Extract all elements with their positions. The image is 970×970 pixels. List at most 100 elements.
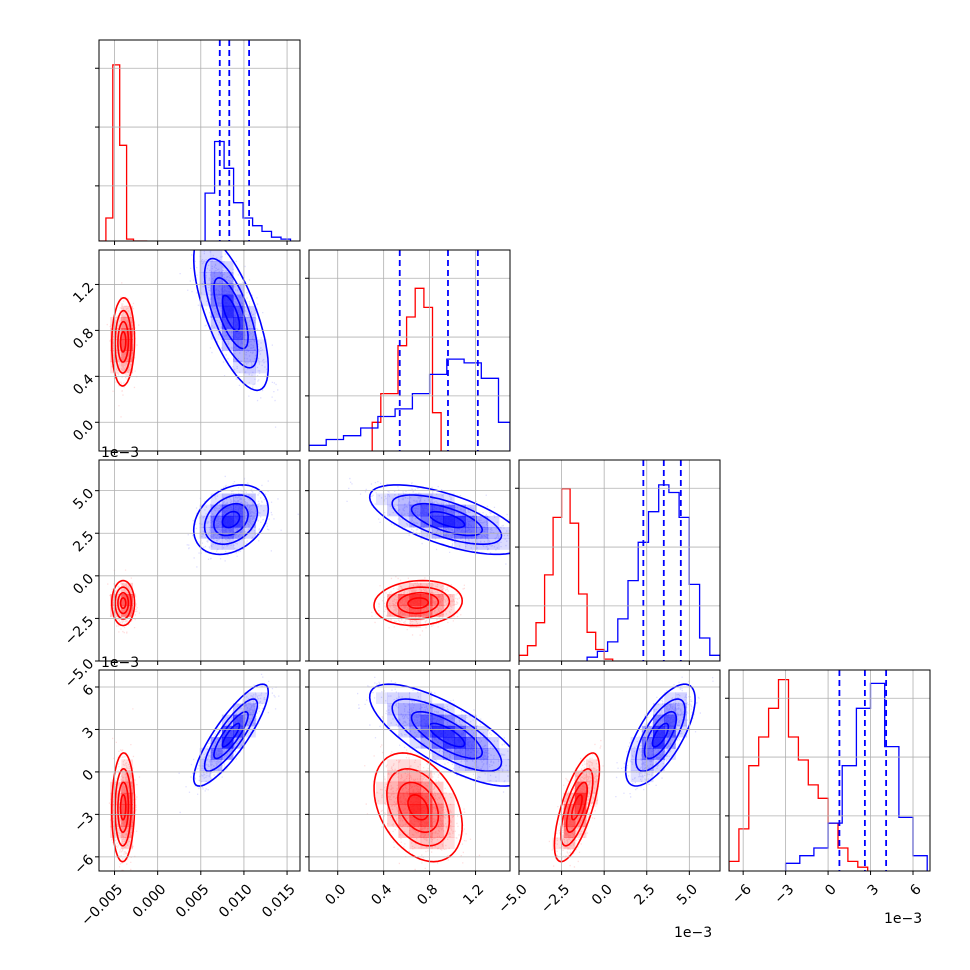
density-cell-s1: [233, 339, 245, 351]
density-cell-s1: [221, 261, 234, 273]
density-cell-s1: [443, 748, 455, 760]
density-cell-s0: [574, 804, 587, 816]
density-cell-s1: [476, 527, 489, 539]
panel-frame: [308, 669, 511, 872]
x-tick-label: 6: [907, 881, 925, 899]
density-cell-s1: [653, 703, 665, 716]
y-tick-label: 6: [80, 682, 98, 700]
density-cell-s1: [409, 714, 422, 727]
sample-points-s0: [364, 716, 481, 871]
density-cell-s1: [630, 737, 643, 749]
contour-s1-0: [221, 294, 241, 332]
contour-s0-1: [117, 592, 130, 615]
density-cell-s1: [641, 737, 654, 749]
density-cell-s1: [199, 770, 212, 783]
density-cell-s1: [465, 737, 477, 749]
density-cell-s0: [409, 815, 422, 827]
density-cell-s1: [199, 748, 212, 760]
contour-s0-3: [553, 752, 601, 863]
density-cell-s0: [121, 759, 133, 771]
y-tick-label: 0: [80, 767, 98, 785]
sample-points-s0: [108, 708, 141, 871]
density-cell-s1: [454, 714, 466, 727]
sample-points-s1: [179, 250, 279, 428]
contour-s1-1: [213, 502, 249, 537]
contour-s0-0: [571, 794, 583, 821]
contour-s0-2: [560, 767, 594, 847]
density-cell-s0: [121, 317, 133, 329]
density-cell-s1: [431, 714, 444, 727]
density-cell-s0: [409, 605, 422, 617]
sample-points-s1: [357, 676, 510, 793]
density-cell-s1: [431, 737, 444, 749]
density-cell-s1: [641, 770, 654, 783]
density-cell-s1: [420, 493, 433, 506]
axes-0-0: [95, 39, 301, 245]
density-cell-s1: [420, 737, 433, 749]
x-tick-label: 0.000: [130, 881, 170, 921]
density-cell-s0: [121, 792, 133, 805]
density-cell-s0: [376, 781, 388, 794]
contour-s1-3: [192, 484, 270, 556]
density-cell-s1: [443, 493, 455, 506]
y-tick-label: 3: [80, 724, 98, 742]
contour-s0-3: [111, 752, 136, 863]
density-cell-s0: [110, 339, 122, 351]
contour-s1-1: [410, 502, 484, 537]
density-cell-s1: [210, 748, 223, 760]
y-tick-label: 0.0: [70, 417, 97, 444]
density-cell-s1: [210, 759, 223, 771]
density-cell-s0: [387, 804, 399, 816]
density-cell-s1: [454, 538, 466, 550]
density-cell-s1: [210, 504, 223, 517]
density-cell-s1: [255, 339, 267, 351]
density-cell-s1: [199, 504, 212, 517]
density-cell-s0: [387, 792, 399, 805]
density-cell-s0: [398, 804, 410, 816]
contour-s0-1: [397, 781, 440, 834]
density-fill-layer: [110, 250, 687, 850]
histogram-s0: [99, 64, 148, 241]
sample-points-s1: [186, 475, 299, 568]
density-cell-s1: [476, 725, 489, 738]
density-cell-s1: [675, 714, 687, 727]
density-cell-s0: [420, 837, 433, 850]
density-cell-s1: [221, 527, 234, 539]
density-cell-s1: [454, 725, 466, 738]
y-tick-label: 1.2: [70, 279, 97, 306]
density-cell-s1: [443, 737, 455, 749]
histogram-s0: [371, 287, 442, 451]
density-cell-s1: [476, 770, 489, 783]
contour-s0-0: [119, 597, 127, 609]
y-offset-label: 1e−3: [101, 655, 139, 671]
panel-frame: [518, 459, 721, 662]
density-cell-s1: [420, 504, 433, 517]
x-tick-label: −2.5: [538, 881, 573, 916]
density-cell-s1: [409, 515, 422, 528]
panel-frame: [308, 459, 511, 662]
density-cell-s1: [630, 770, 643, 783]
density-cell-s0: [586, 792, 598, 805]
y-tick-label: 5.0: [70, 486, 97, 513]
x-tick-label: 5.0: [674, 881, 701, 908]
contour-and-histogram-layer: [99, 40, 928, 871]
density-cell-s0: [398, 792, 410, 805]
density-cell-s0: [121, 837, 133, 850]
density-cell-s1: [233, 725, 245, 738]
density-cell-s1: [431, 703, 444, 716]
density-cell-s0: [443, 792, 455, 805]
density-cell-s1: [498, 748, 510, 760]
axes-2-2: [515, 459, 721, 665]
y-tick-label: 2.5: [70, 528, 97, 555]
density-cell-s0: [409, 759, 422, 771]
density-cell-s0: [431, 582, 444, 595]
density-cell-s1: [420, 714, 433, 727]
diag-panel-0: [99, 40, 292, 241]
x-tick-label: 3: [865, 881, 883, 899]
density-cell-s1: [398, 703, 410, 716]
density-cell-s1: [233, 305, 245, 318]
density-cell-s1: [465, 714, 477, 727]
density-cell-s1: [210, 493, 223, 506]
density-cell-s0: [121, 826, 133, 838]
density-cell-s1: [664, 703, 676, 716]
